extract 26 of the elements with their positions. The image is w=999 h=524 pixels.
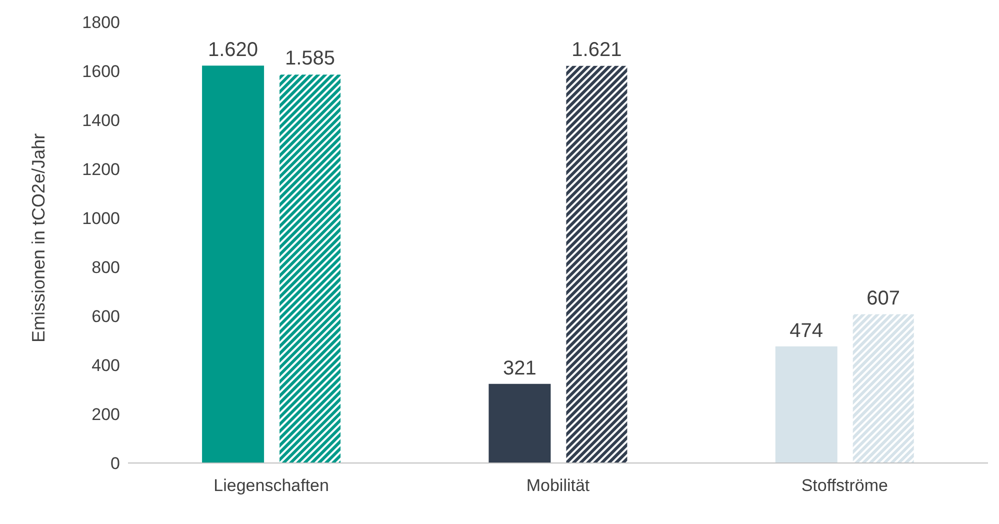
data-label: 321 xyxy=(503,357,536,380)
x-tick-label: Mobilität xyxy=(526,476,590,496)
bar xyxy=(280,74,341,463)
x-tick-label: Stoffströme xyxy=(801,476,888,496)
y-tick-label: 600 xyxy=(92,307,120,326)
y-axis-title: Emissionen in tCO2e/Jahr xyxy=(28,133,48,342)
data-label: 474 xyxy=(790,320,824,342)
bar xyxy=(488,384,551,463)
bar xyxy=(202,66,264,463)
bar xyxy=(852,314,914,463)
bar xyxy=(566,66,628,463)
bar xyxy=(775,346,838,463)
y-tick-label: 800 xyxy=(92,258,120,278)
y-tick-label: 1600 xyxy=(82,62,120,82)
data-label: 1.621 xyxy=(572,38,622,61)
y-tick-label: 1400 xyxy=(82,111,120,130)
y-tick-label: 400 xyxy=(92,356,120,376)
data-label: 1.620 xyxy=(208,39,258,62)
data-label: 607 xyxy=(866,287,900,310)
y-tick-label: 1000 xyxy=(82,209,120,228)
x-tick-label: Liegenschaften xyxy=(214,476,329,496)
y-tick-label: 200 xyxy=(92,405,120,424)
data-label: 1.585 xyxy=(285,48,336,70)
y-tick-label: 1200 xyxy=(82,160,120,180)
y-tick-label: 0 xyxy=(110,454,120,474)
y-tick-label: 1800 xyxy=(82,13,120,32)
